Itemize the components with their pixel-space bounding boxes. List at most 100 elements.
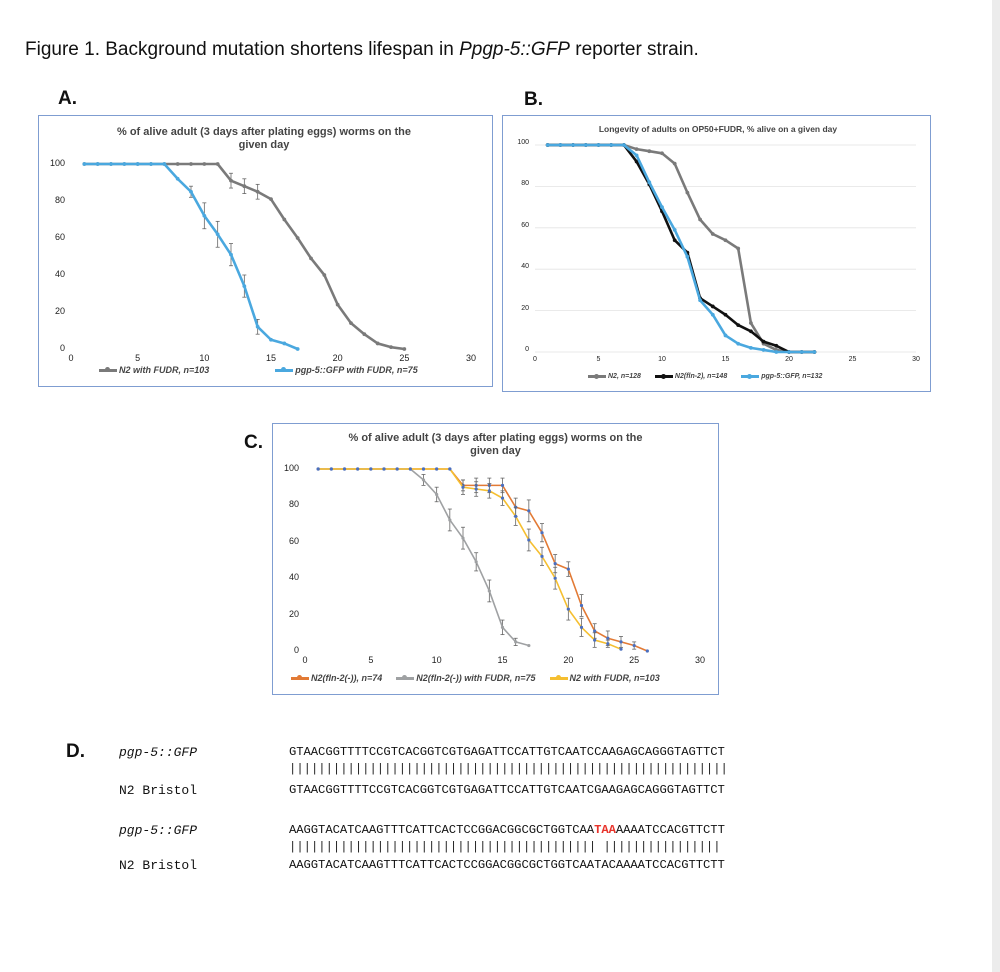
y-tick-label: 20 [521, 304, 529, 312]
data-point [723, 333, 728, 338]
series-line [318, 468, 648, 652]
data-point [596, 143, 601, 147]
data-point [606, 636, 610, 640]
seq-row4: AAGGTACATCAAGTTTCATTCACTCCGGACGGCGCTGGTC… [289, 858, 725, 872]
data-point [122, 162, 127, 166]
seq-row2: GTAACGGTTTTCCGTCACGGTCGTGAGATTCCATTGTCAA… [289, 783, 725, 797]
data-point [461, 485, 465, 489]
legend-label: N2 with FUDR, n=103 [569, 673, 660, 683]
x-tick-label: 25 [848, 356, 857, 363]
data-point [634, 159, 639, 164]
data-point [566, 607, 570, 611]
data-point [634, 147, 639, 152]
data-point [282, 341, 287, 346]
chart-b-title: Longevity of adults on OP50+FUDR, % aliv… [598, 124, 838, 134]
legend-swatch [396, 675, 415, 680]
data-point [540, 554, 544, 558]
data-point [215, 232, 220, 237]
data-point [527, 538, 531, 542]
seq-row3-label: pgp-5::GFP [119, 823, 198, 838]
x-tick-label: 0 [68, 353, 74, 363]
chart-a-legend: N2 with FUDR, n=103 pgp-5::GFP with FUDR,… [99, 365, 418, 375]
chart-c: % of alive adult (3 days after plating e… [272, 423, 719, 695]
y-tick-label: 0 [293, 645, 299, 655]
data-point [135, 162, 140, 166]
data-point [202, 213, 207, 218]
y-tick-label: 100 [517, 139, 529, 146]
x-tick-label: 15 [497, 655, 508, 665]
data-point [309, 256, 313, 261]
x-tick-label: 20 [785, 356, 793, 363]
chart-c-legend: N2(fln-2(-)), n=74 N2(fln-2(-)) with FUDR… [291, 673, 660, 683]
data-point [474, 487, 478, 491]
data-point [474, 560, 478, 564]
data-point [500, 496, 505, 500]
y-tick-label: 0 [59, 343, 65, 353]
x-tick-label: 10 [431, 655, 442, 665]
data-point [448, 467, 452, 471]
data-point [389, 345, 393, 350]
x-tick-label: 0 [302, 655, 308, 665]
data-point [435, 467, 439, 471]
y-tick-label: 80 [54, 195, 65, 205]
data-point [487, 589, 491, 593]
alignment-bars-2: ||||||||||||||||||||||||||||||||||||||||… [289, 840, 721, 854]
x-tick-label: 15 [265, 353, 276, 363]
data-point [448, 518, 452, 522]
legend-swatch [291, 675, 309, 680]
x-tick-label: 20 [332, 353, 343, 363]
data-point [710, 312, 715, 317]
y-tick-label: 40 [521, 263, 529, 271]
data-point [421, 467, 426, 471]
data-point [645, 649, 649, 653]
chart-b-legend: N2, n=128 N2(fln-2), n=148 pgp-5::GFP, n=1… [588, 373, 822, 380]
data-point [82, 162, 87, 166]
data-point [632, 643, 636, 648]
data-point [175, 162, 180, 166]
legend-swatch [275, 367, 294, 372]
seq-row3: AAGGTACATCAAGTTTCATTCACTCCGGACGGCGCTGGTC… [289, 823, 725, 837]
data-point [749, 329, 753, 334]
data-point [545, 143, 550, 147]
y-tick-label: 60 [521, 221, 529, 229]
data-point [269, 197, 273, 202]
data-point [685, 254, 690, 259]
data-point [242, 284, 247, 288]
data-point [647, 149, 652, 154]
x-tick-label: 25 [629, 655, 640, 665]
y-tick-label: 40 [54, 269, 65, 279]
x-tick-label: 30 [694, 655, 705, 665]
chart-c-plot [316, 467, 649, 653]
data-point [282, 217, 287, 222]
y-tick-label: 20 [288, 608, 299, 619]
data-point [500, 625, 505, 629]
x-tick-label: 30 [465, 353, 476, 363]
data-point [109, 162, 113, 166]
data-point [316, 467, 320, 471]
data-point [295, 347, 300, 351]
chart-b-plot [535, 143, 916, 354]
y-tick-label: 20 [54, 306, 65, 316]
data-point [514, 514, 518, 518]
data-point [553, 562, 557, 566]
data-point [672, 161, 677, 166]
y-tick-label: 60 [54, 232, 65, 242]
x-tick-label: 10 [199, 353, 210, 363]
data-point [255, 324, 260, 329]
data-point [175, 176, 180, 181]
data-point [619, 640, 623, 644]
data-point [761, 339, 766, 344]
data-point [710, 304, 715, 309]
page-edge [992, 0, 1000, 972]
data-point [229, 178, 233, 183]
data-point [606, 642, 610, 646]
data-point [558, 143, 563, 147]
chart-a-plot [82, 162, 407, 351]
data-point [736, 341, 741, 346]
chart-c-title: % of alive adult (3 days after plating e… [348, 432, 643, 457]
data-point [812, 350, 817, 354]
legend-swatch [99, 367, 117, 372]
y-tick-label: 100 [49, 158, 65, 168]
series-line [318, 468, 622, 650]
y-tick-label: 40 [288, 572, 299, 583]
